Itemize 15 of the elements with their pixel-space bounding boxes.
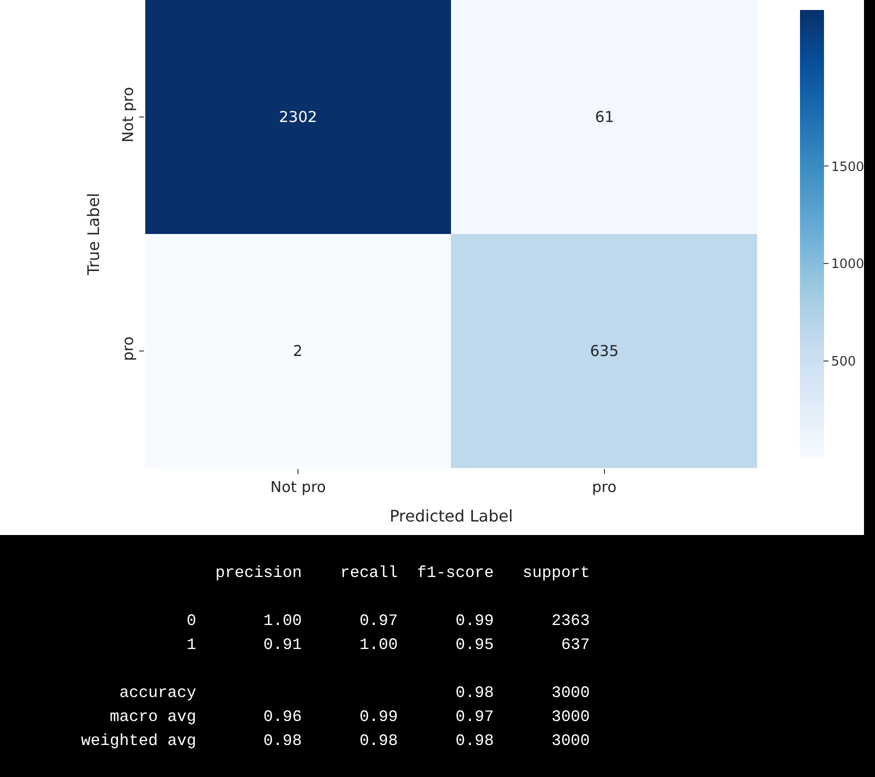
text: 0 1.00 0.97 0.99 2363 <box>81 612 590 630</box>
x-axis-title: Predicted Label <box>390 506 513 526</box>
color-bar-label: 1000 <box>831 257 864 272</box>
data-label: 2 <box>293 342 303 360</box>
text: precision recall f1-score support <box>81 564 590 582</box>
text: 1 0.91 1.00 0.95 637 <box>81 636 590 654</box>
color-bar-label: 1500 <box>831 160 864 175</box>
text: macro avg 0.96 0.99 0.97 3000 <box>81 708 590 726</box>
data-label: 2302 <box>279 108 318 126</box>
y-axis-title: True Label <box>84 192 104 276</box>
text: weighted avg 0.98 0.98 0.98 3000 <box>81 732 590 750</box>
data-label: 61 <box>595 108 614 126</box>
color-bar-label: 500 <box>831 354 856 370</box>
data-label: 635 <box>590 342 619 360</box>
text: accuracy 0.98 3000 <box>81 684 590 702</box>
